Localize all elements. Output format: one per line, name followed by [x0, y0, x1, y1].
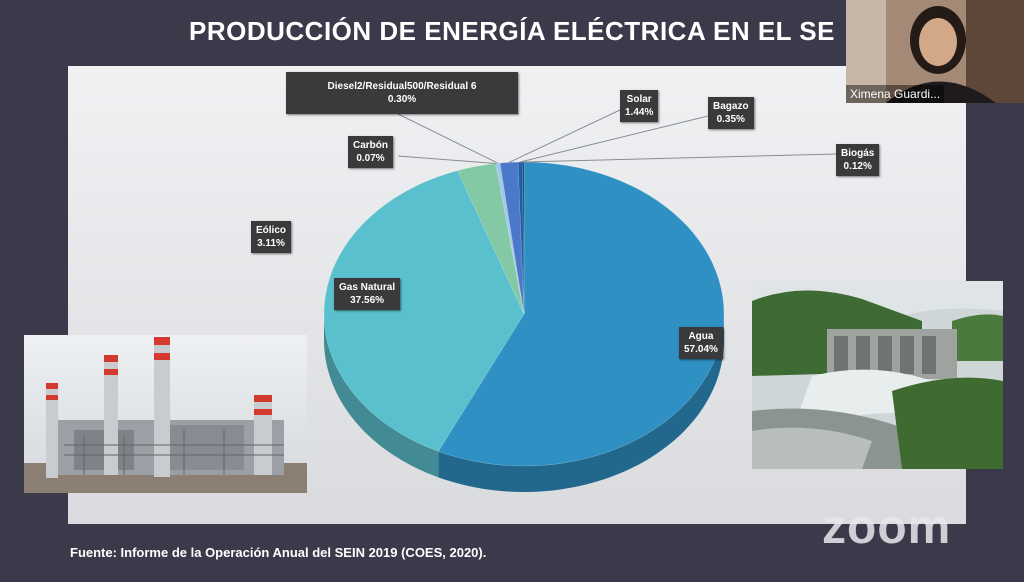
label-diesel: Diesel2/Residual500/Residual 6 0.30%	[286, 72, 518, 114]
hydro-dam-photo	[752, 281, 1003, 469]
label-gas-natural: Gas Natural 37.56%	[334, 278, 401, 310]
label-solar-value: 1.44%	[625, 107, 654, 118]
label-bagazo-value: 0.35%	[716, 114, 745, 125]
source-citation: Fuente: Informe de la Operación Anual de…	[70, 545, 487, 560]
label-carbon-value: 0.07%	[356, 153, 385, 164]
pie-slice-solar	[499, 161, 525, 315]
label-biogas-name: Biogás	[841, 148, 875, 159]
label-solar: Solar 1.44%	[620, 90, 659, 122]
label-agua-value: 57.04%	[684, 344, 718, 355]
pie-side-agua	[438, 314, 724, 492]
pie-chart	[323, 109, 839, 492]
leader-line-biog-s	[523, 153, 839, 163]
leader-line-bagazo	[520, 115, 709, 163]
dam-icon	[752, 281, 1003, 469]
label-solar-name: Solar	[626, 94, 652, 105]
label-bagazo: Bagazo 0.35%	[708, 97, 754, 129]
thermal-plant-photo	[24, 335, 307, 493]
label-diesel-name: Diesel2/Residual500/Residual 6	[327, 81, 477, 92]
label-agua: Agua 57.04%	[679, 327, 723, 359]
factory-icon	[24, 335, 307, 493]
pie-slice-gas-natural	[323, 170, 525, 452]
label-eolico-value: 3.11%	[257, 238, 285, 249]
participant-avatar	[846, 0, 1024, 103]
leader-line-carb-n	[397, 155, 496, 165]
label-diesel-value: 0.30%	[387, 94, 417, 105]
label-gas-natural-value: 37.56%	[350, 295, 385, 306]
label-carbon-name: Carbón	[353, 140, 388, 151]
pie-side-gas-natural	[324, 314, 439, 478]
label-biogas-value: 0.12%	[843, 161, 872, 172]
label-biogas: Biogás 0.12%	[836, 144, 880, 176]
label-bagazo-name: Bagazo	[713, 101, 749, 112]
slide-title: PRODUCCIÓN DE ENERGÍA ELÉCTRICA EN EL SE	[189, 16, 835, 46]
label-eolico: Eólico 3.11%	[251, 221, 292, 253]
label-gas-natural-name: Gas Natural	[339, 282, 396, 293]
leader-line-diesel2-residual500-residual-6	[397, 113, 499, 164]
participant-video-tile[interactable]: Ximena Guardi...	[846, 0, 1024, 103]
leader-line-solar	[508, 109, 621, 163]
label-eolico-name: Eólico	[256, 225, 287, 236]
participant-name: Ximena Guardi...	[846, 85, 945, 103]
zoom-logo: zoom	[822, 501, 952, 554]
label-agua-name: Agua	[688, 331, 714, 342]
label-carbon: Carbón 0.07%	[348, 136, 393, 168]
